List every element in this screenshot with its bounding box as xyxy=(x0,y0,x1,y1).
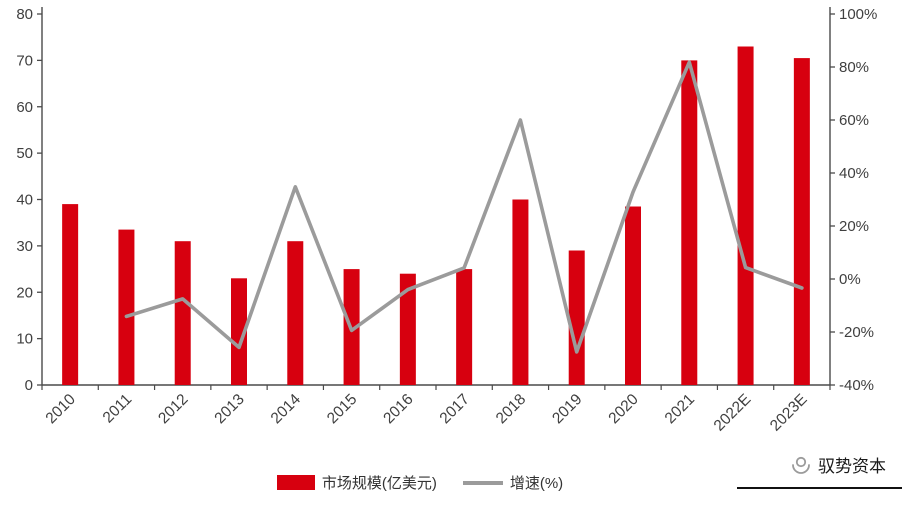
x-axis-label-2023E: 2023E xyxy=(767,391,811,435)
bar-2011 xyxy=(118,229,135,385)
bar-2013 xyxy=(231,278,247,385)
x-axis-label-2017: 2017 xyxy=(437,391,473,427)
x-axis-label-2015: 2015 xyxy=(324,391,360,427)
bar-2017 xyxy=(456,269,473,385)
legend-item-market-size: 市场规模(亿美元) xyxy=(276,472,437,493)
bar-2019 xyxy=(568,250,585,385)
bar-2010 xyxy=(62,204,79,385)
bar-2020 xyxy=(625,206,641,385)
x-axis-label-2011: 2011 xyxy=(100,391,136,427)
chart-legend: 市场规模(亿美元) 增速(%) xyxy=(0,472,840,493)
right-axis-tick-label: 40% xyxy=(839,165,869,182)
left-axis-tick-label: 0 xyxy=(25,377,33,394)
x-axis-label-2018: 2018 xyxy=(493,391,529,427)
bar-legend-swatch xyxy=(276,475,315,490)
bar-2012 xyxy=(174,241,191,385)
right-axis-tick-label: -40% xyxy=(839,377,874,394)
right-axis-tick-label: 100% xyxy=(839,6,877,23)
x-axis-label-2020: 2020 xyxy=(605,391,642,428)
right-axis-tick-label: 20% xyxy=(839,218,869,235)
brand-icon xyxy=(790,454,812,476)
left-axis-tick-label: 60 xyxy=(16,99,33,116)
left-axis-tick-label: 30 xyxy=(16,238,33,255)
bar-2014 xyxy=(287,241,304,385)
bar-2016 xyxy=(399,273,416,385)
brand-name: 驭势资本 xyxy=(818,457,886,476)
x-axis-label-2012: 2012 xyxy=(155,391,191,427)
x-axis-label-2022E: 2022E xyxy=(711,391,755,435)
right-axis-tick-label: 60% xyxy=(839,112,869,129)
footer-divider xyxy=(737,487,902,489)
x-axis-label-2010: 2010 xyxy=(43,391,80,428)
left-axis-tick-label: 70 xyxy=(16,52,33,69)
brand-logo: 驭势资本 xyxy=(790,452,886,477)
x-axis-label-2021: 2021 xyxy=(662,391,698,427)
x-axis-label-2014: 2014 xyxy=(268,391,305,428)
bar-2022E xyxy=(737,46,754,385)
left-axis-tick-label: 50 xyxy=(16,145,33,162)
combo-chart: 0 10 20 30 40 50 60 70 80 -40% -20% 0% 20% 40% 60% 80% 1… xyxy=(16,6,877,435)
legend-label-market-size: 市场规模(亿美元) xyxy=(321,475,437,492)
bar-2021 xyxy=(681,60,698,386)
x-axis-label-2019: 2019 xyxy=(549,391,585,427)
bar-2018 xyxy=(512,199,529,385)
legend-item-growth: 增速(%) xyxy=(462,472,564,493)
bar-2023E xyxy=(793,58,810,385)
line-legend-swatch xyxy=(462,480,503,485)
legend-label-growth: 增速(%) xyxy=(509,475,564,492)
x-axis-label-2016: 2016 xyxy=(380,391,416,427)
growth-line xyxy=(124,60,804,354)
right-axis-tick-label: -20% xyxy=(839,324,874,341)
left-axis-tick-label: 20 xyxy=(16,284,33,301)
left-axis-tick-label: 80 xyxy=(16,6,33,23)
x-axis-label-2013: 2013 xyxy=(211,391,247,427)
right-axis-tick-label: 80% xyxy=(839,59,869,76)
left-axis-tick-label: 40 xyxy=(16,192,33,209)
right-axis-tick-label: 0% xyxy=(839,271,861,288)
left-axis-tick-label: 10 xyxy=(16,331,33,348)
